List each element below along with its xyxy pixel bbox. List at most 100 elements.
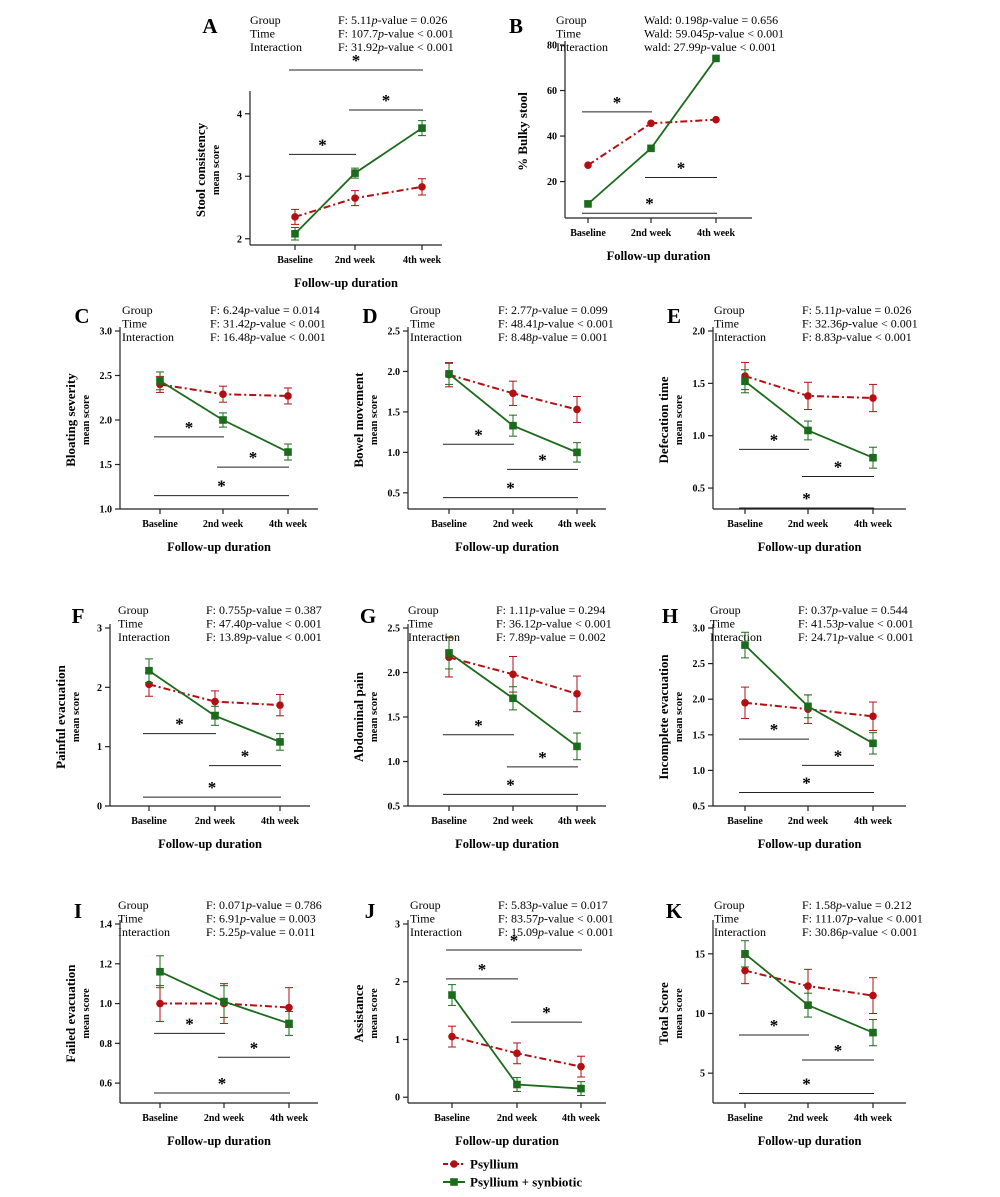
x-tick-label: Baseline [131,816,167,827]
y-tick-label: 1.5 [388,713,401,724]
significance-star: * [510,931,519,950]
panel-label: A [202,14,218,38]
data-point [276,701,284,709]
data-point [220,997,228,1006]
x-tick-label: Baseline [727,816,763,827]
y-tick-label: 0.5 [388,802,401,813]
y-tick-label: 1 [395,1035,400,1046]
data-point [712,115,720,124]
stat-name: Interaction [410,925,462,939]
series-synbiotic [741,940,877,1047]
stat-name: Time [556,27,581,41]
series-line [587,57,717,205]
significance-star: * [250,1038,259,1057]
x-tick-label: 4th week [854,816,892,827]
data-point [351,169,359,177]
x-axis-title: Follow-up duration [455,1134,559,1148]
x-axis-title: Follow-up duration [294,276,398,290]
significance-star: * [506,479,515,498]
y-tick-label: 15 [695,949,705,960]
significance-star: * [318,135,327,154]
y-tick-label: 2.0 [388,367,401,378]
series-synbiotic [741,631,877,755]
x-tick-label: 4th week [558,519,596,530]
panel-j: J Group F: 5.83p-value = 0.017 Time F: 83.57… [351,898,614,1148]
series-synbiotic [291,120,426,241]
significance-star: * [241,747,250,766]
y-tick-label: 2.5 [388,327,401,338]
stat-value: F: 24.71p-value < 0.001 [798,630,914,644]
significance-star: * [382,91,391,110]
stat-name: Group [410,303,441,317]
series-line [744,644,874,745]
data-point [647,119,655,128]
stat-value: F: 83.57p-value < 0.001 [498,912,614,926]
stat-name: Time [714,317,739,331]
x-axis-title: Follow-up duration [167,540,271,554]
series-psyllium [584,115,720,169]
stat-value: F: 0.755p-value = 0.387 [206,603,322,617]
significance-star: * [478,960,487,979]
significance-star: * [352,51,361,70]
significance-star: * [802,489,811,508]
stat-name: Interaction [118,925,170,939]
stat-value: F: 15.09p-value < 0.001 [498,925,614,939]
data-point [156,999,164,1008]
y-tick-label: 20 [547,177,557,188]
data-point [291,229,299,238]
stat-name: Group [118,603,149,617]
panel-b: B Group Wald: 0.198p-value = 0.656 Time Wald… [509,13,784,263]
y-tick-label: 2.0 [100,416,113,427]
x-tick-label: 2nd week [335,255,376,266]
y-axis-subtitle: mean score [369,395,380,446]
significance-star: * [834,746,843,765]
stat-value: F: 1.11p-value = 0.294 [496,603,605,617]
x-axis-title: Follow-up duration [758,540,862,554]
data-point [869,991,877,1000]
series-line [148,683,281,707]
data-point [509,389,517,398]
data-point [291,213,299,221]
data-point [445,649,453,657]
y-tick-label: 0 [97,802,102,813]
panel-label: H [662,604,678,628]
stat-value: F: 8.48p-value = 0.001 [498,330,608,344]
significance-star: * [538,748,547,767]
panel-label: E [667,304,681,328]
series-synbiotic [156,955,293,1036]
stat-value: F: 13.89p-value < 0.001 [206,630,322,644]
significance-star: * [249,448,258,467]
series-synbiotic [584,54,720,208]
stat-value: F: 2.77p-value = 0.099 [498,303,608,317]
y-axis-subtitle: mean score [369,692,380,743]
x-axis-title: Follow-up duration [158,837,262,851]
panel-label: I [74,899,82,923]
stat-name: Time [122,317,147,331]
data-point [285,1003,293,1012]
legend-marker [450,1160,458,1168]
y-tick-label: 1.5 [693,379,706,390]
panel-d: D Group F: 2.77p-value = 0.099 Time F: 48.41… [351,303,614,554]
y-tick-label: 1.0 [388,757,401,768]
significance-star: * [770,430,779,449]
stat-value: F: 16.48p-value < 0.001 [210,330,326,344]
data-point [351,194,359,202]
x-axis-title: Follow-up duration [455,837,559,851]
panel-i: I Group F: 0.071p-value = 0.786 Time F: 6.91… [63,898,322,1148]
y-axis-title: Defecation time [656,376,671,463]
y-tick-label: 1.0 [693,431,706,442]
stat-value: F: 5.11p-value = 0.026 [802,303,911,317]
x-tick-label: Baseline [727,1113,763,1124]
x-tick-label: Baseline [142,519,178,530]
stat-value: F: 30.86p-value < 0.001 [802,925,918,939]
stat-name: Group [250,13,281,27]
series-synbiotic [156,371,292,461]
y-axis-subtitle: mean score [71,692,82,743]
data-point [741,950,749,958]
data-point [741,698,749,707]
stat-name: Group [714,898,745,912]
series-psyllium [448,1025,585,1078]
x-tick-label: 2nd week [788,1113,829,1124]
y-axis-title: Total Score [656,982,671,1045]
significance-star: * [217,477,226,496]
